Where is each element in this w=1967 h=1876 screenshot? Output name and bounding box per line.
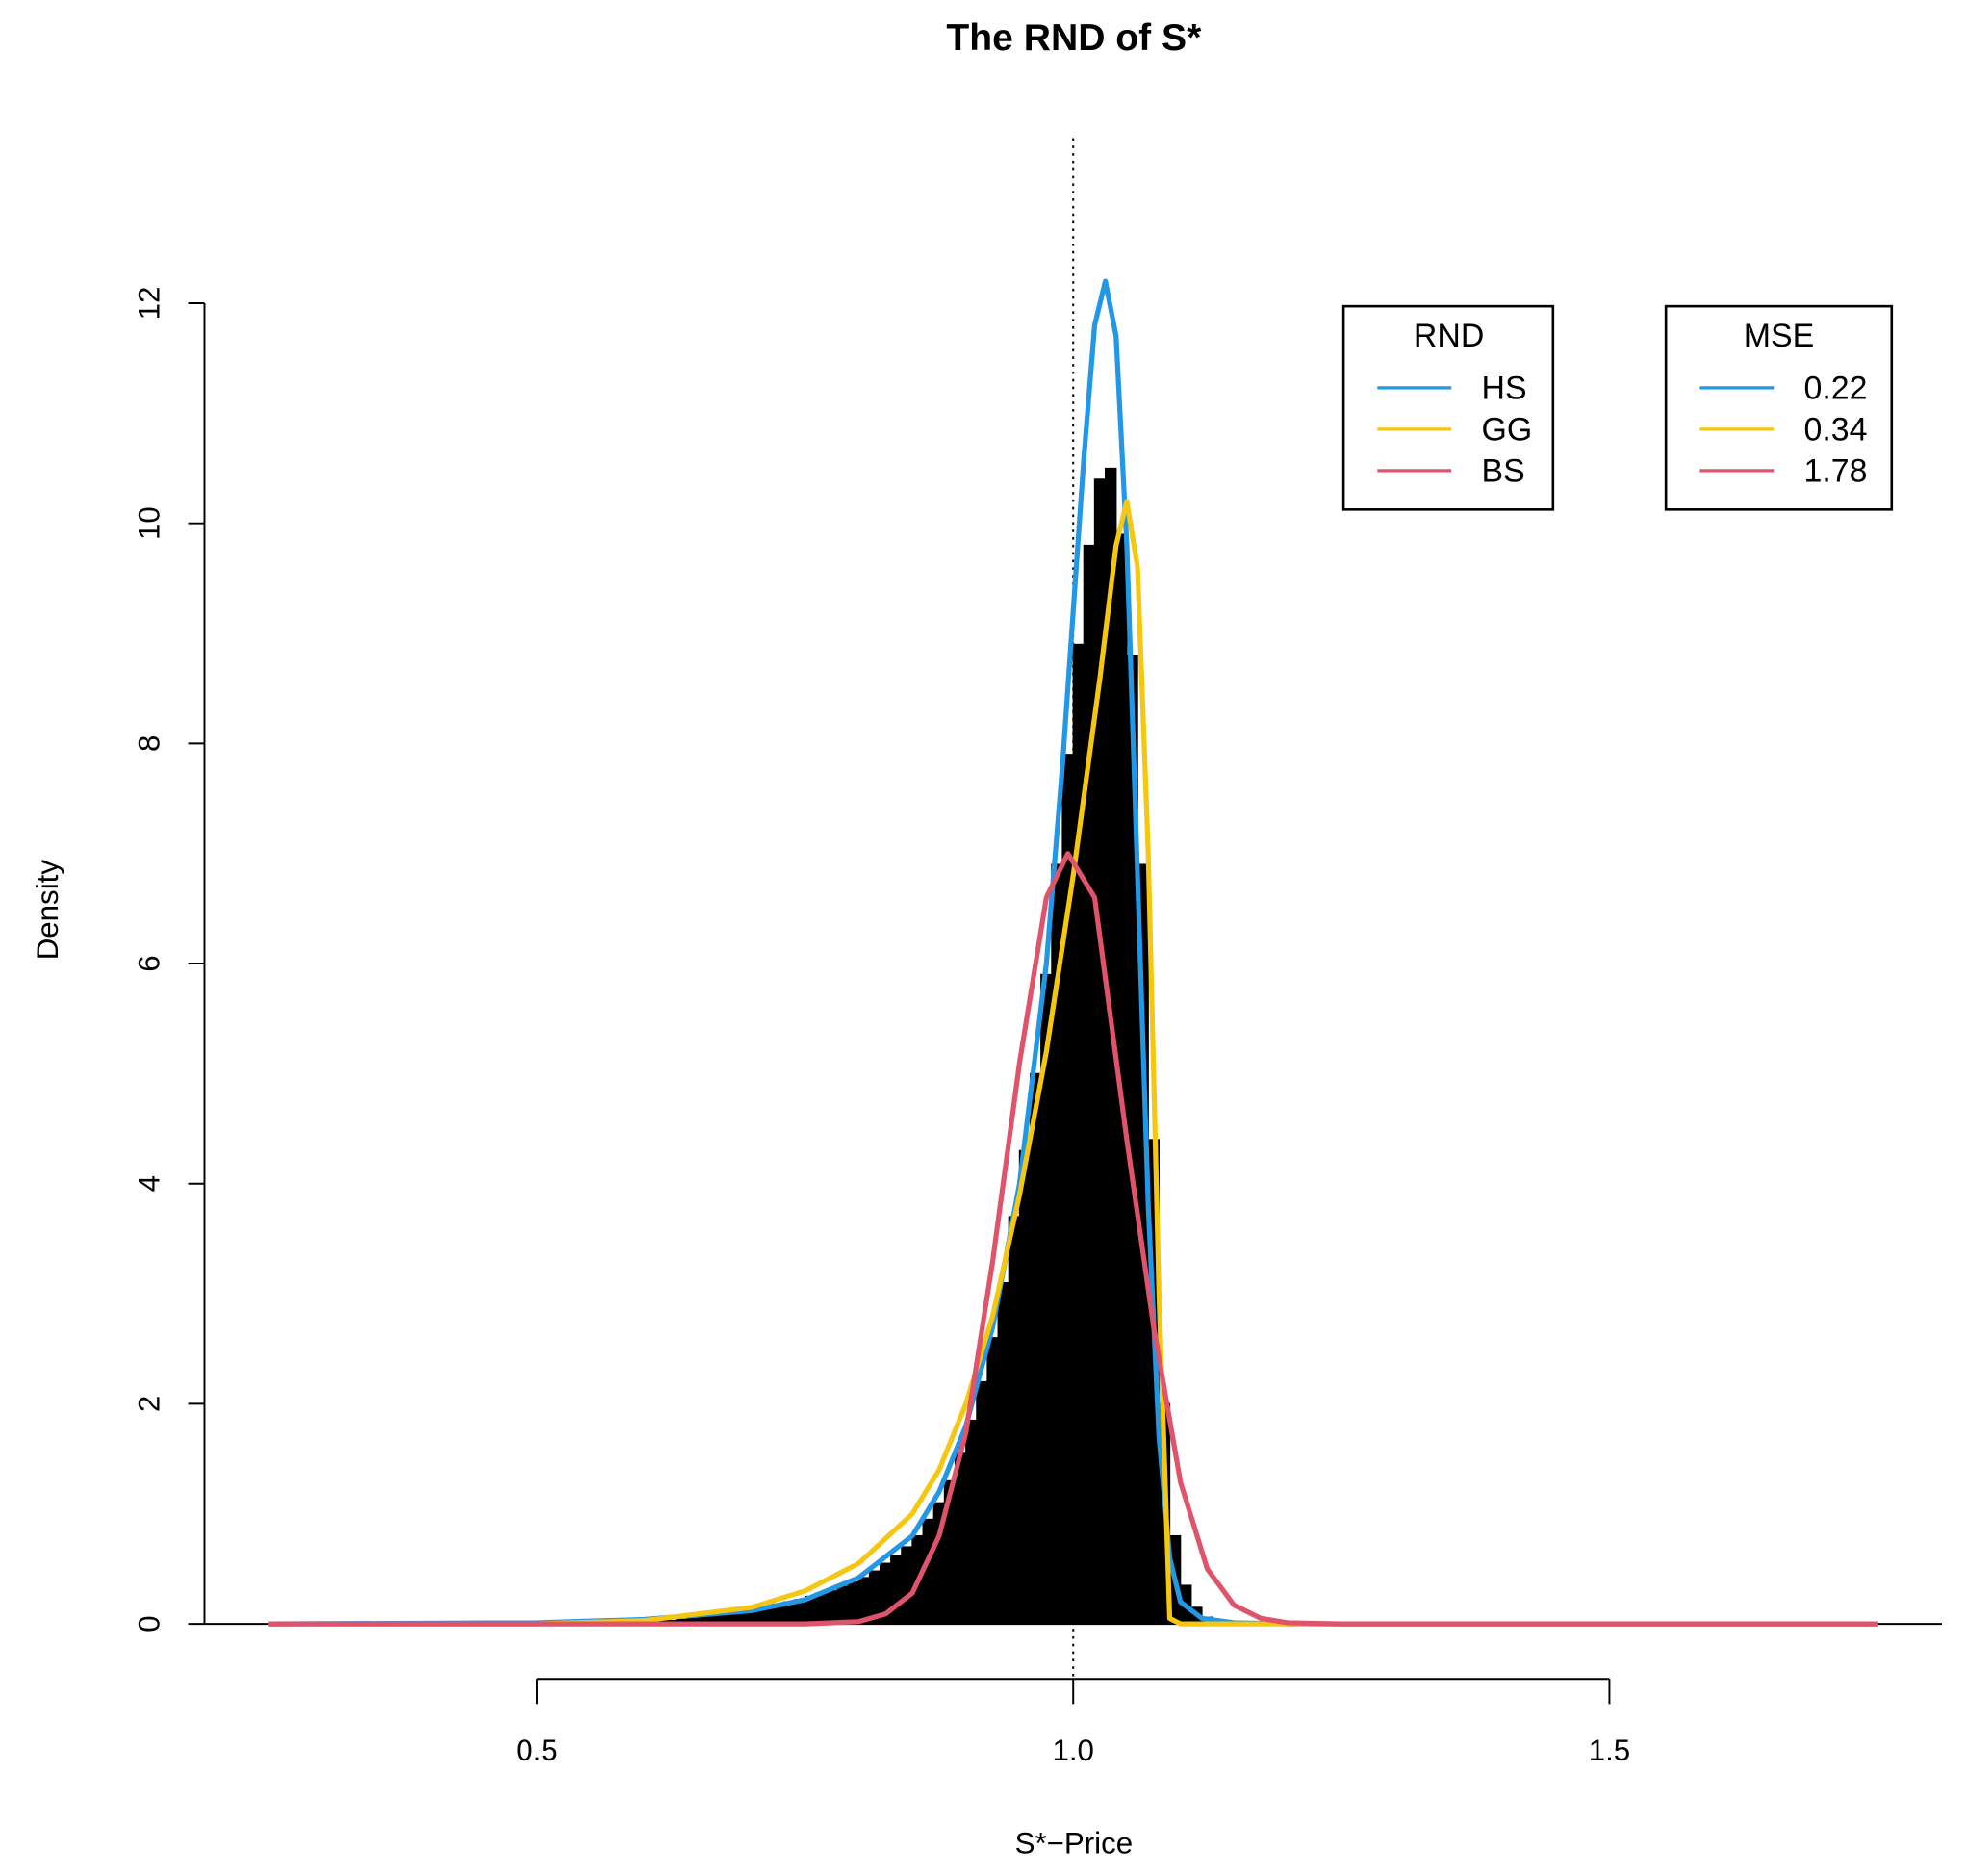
y-tick-label: 0 <box>133 1615 166 1632</box>
x-axis-label: S*−Price <box>1015 1826 1134 1860</box>
histogram-bar <box>1008 1216 1021 1625</box>
histogram-bar <box>1018 1149 1032 1625</box>
y-tick-label: 4 <box>133 1175 166 1192</box>
y-tick-label: 2 <box>133 1396 166 1412</box>
legend: RND HS GG BS <box>1341 304 1555 511</box>
legend-label: HS <box>1482 371 1527 407</box>
histogram-bar <box>901 1546 913 1625</box>
x-tick-label: 1.5 <box>1589 1734 1630 1767</box>
legend-label: BS <box>1482 453 1525 490</box>
histogram-bar <box>1083 544 1096 1625</box>
density-curve <box>268 851 1878 1627</box>
legend-title: RND <box>1414 318 1484 354</box>
histogram-bar <box>826 1590 838 1625</box>
legend-label: 1.78 <box>1804 453 1868 490</box>
legend-title: MSE <box>1744 318 1814 354</box>
y-axis-label: Density <box>31 860 64 961</box>
histogram-bar <box>847 1580 859 1625</box>
histogram-bar <box>836 1585 849 1625</box>
histogram-bar <box>965 1419 978 1625</box>
legend-box <box>1664 304 1894 511</box>
legend-label: GG <box>1482 412 1533 449</box>
histogram-bar <box>815 1592 828 1625</box>
histogram-bar <box>986 1337 999 1625</box>
x-tick-label: 0.5 <box>516 1734 557 1767</box>
histogram-bar <box>890 1555 903 1625</box>
legend: MSE 0.22 0.34 1.78 <box>1664 304 1894 511</box>
density-curve <box>268 499 1878 1627</box>
legend-box <box>1341 304 1555 511</box>
y-tick-label: 8 <box>133 735 166 752</box>
y-tick-label: 10 <box>133 506 166 540</box>
legend-label: 0.22 <box>1804 371 1868 407</box>
histogram-bar <box>976 1380 988 1625</box>
density-curve <box>268 278 1878 1627</box>
legend-label: 0.34 <box>1804 412 1868 449</box>
histogram-bar <box>1029 1072 1042 1625</box>
chart-title: The RND of S* <box>946 17 1202 59</box>
y-tick-label: 6 <box>133 955 166 971</box>
x-tick-label: 1.0 <box>1052 1734 1093 1767</box>
y-tick-label: 12 <box>133 287 166 321</box>
histogram-bar <box>997 1281 1009 1625</box>
histogram-bar <box>954 1452 967 1625</box>
